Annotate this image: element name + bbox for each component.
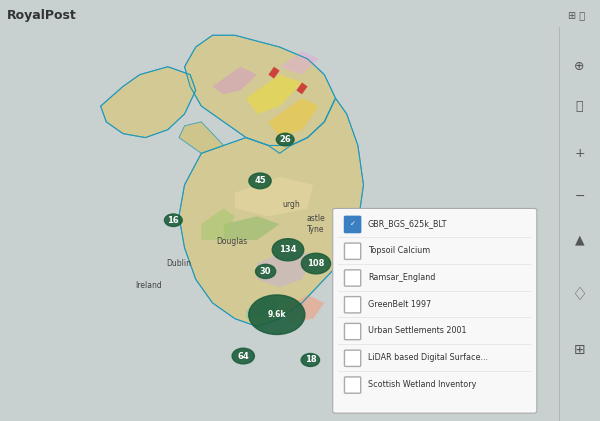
Text: ⊞ ⧉: ⊞ ⧉ (568, 10, 585, 20)
Text: 30: 30 (260, 267, 271, 276)
Text: Luxembourg: Luxembourg (407, 395, 454, 404)
Text: ⬜: ⬜ (576, 100, 583, 112)
Text: ▲: ▲ (575, 233, 584, 246)
Text: Urban Settlements 2001: Urban Settlements 2001 (368, 326, 466, 336)
Text: 108: 108 (307, 259, 325, 268)
Polygon shape (296, 83, 308, 94)
FancyBboxPatch shape (344, 270, 361, 286)
Polygon shape (179, 122, 224, 153)
Text: 64: 64 (238, 352, 249, 360)
Text: Dortmund: Dortmund (448, 340, 487, 349)
Text: Topsoil Calcium: Topsoil Calcium (368, 246, 430, 255)
Polygon shape (224, 216, 280, 240)
Circle shape (301, 253, 331, 274)
Circle shape (249, 295, 305, 334)
Circle shape (249, 173, 271, 189)
Text: Scottish Wetland Inventory: Scottish Wetland Inventory (368, 380, 476, 389)
Text: urgh: urgh (282, 200, 299, 209)
FancyBboxPatch shape (344, 243, 361, 259)
Text: Dublin: Dublin (166, 259, 191, 268)
Polygon shape (268, 67, 280, 79)
Text: 16: 16 (167, 216, 179, 225)
Text: 9.6k: 9.6k (268, 310, 286, 319)
Polygon shape (280, 51, 319, 75)
Text: astle
Tyne: astle Tyne (307, 214, 325, 234)
Circle shape (232, 348, 254, 364)
Circle shape (164, 214, 182, 226)
Polygon shape (202, 208, 235, 240)
Text: ⊞: ⊞ (574, 343, 586, 357)
Text: ♢: ♢ (572, 286, 587, 304)
Circle shape (277, 133, 294, 146)
FancyBboxPatch shape (333, 208, 537, 413)
Polygon shape (212, 67, 257, 94)
Text: Ramsar_England: Ramsar_England (368, 273, 436, 282)
Text: 18: 18 (305, 355, 316, 365)
Text: ⊕: ⊕ (574, 60, 585, 73)
FancyBboxPatch shape (344, 350, 361, 366)
Text: RoyalPost: RoyalPost (7, 8, 77, 21)
FancyBboxPatch shape (344, 297, 361, 313)
Text: GBR_BGS_625k_BLT: GBR_BGS_625k_BLT (368, 219, 448, 228)
Polygon shape (246, 75, 302, 114)
Text: Koln: Koln (464, 360, 481, 368)
FancyBboxPatch shape (344, 216, 361, 233)
Polygon shape (185, 35, 335, 153)
Text: LiDAR based Digital Surface...: LiDAR based Digital Surface... (368, 353, 488, 362)
FancyBboxPatch shape (344, 377, 361, 393)
Polygon shape (179, 98, 364, 327)
Text: GreenBelt 1997: GreenBelt 1997 (368, 300, 431, 309)
Text: 45: 45 (254, 176, 266, 185)
Text: Ireland: Ireland (135, 281, 161, 290)
Text: −: − (574, 190, 585, 203)
Circle shape (272, 239, 304, 261)
Text: Douglas: Douglas (217, 237, 248, 246)
Circle shape (256, 264, 275, 279)
Text: ✓: ✓ (350, 221, 356, 227)
FancyBboxPatch shape (344, 323, 361, 340)
Text: Bruxelles
· Brussel: Bruxelles · Brussel (394, 362, 428, 381)
Polygon shape (280, 295, 325, 322)
Polygon shape (268, 98, 319, 138)
Polygon shape (246, 295, 280, 319)
Polygon shape (101, 67, 196, 138)
Text: 134: 134 (279, 245, 297, 254)
Polygon shape (235, 177, 313, 216)
Text: +: + (574, 147, 585, 160)
Text: Mainz: Mainz (489, 391, 512, 400)
Polygon shape (257, 248, 313, 287)
Circle shape (301, 354, 320, 366)
Text: 26: 26 (280, 135, 291, 144)
